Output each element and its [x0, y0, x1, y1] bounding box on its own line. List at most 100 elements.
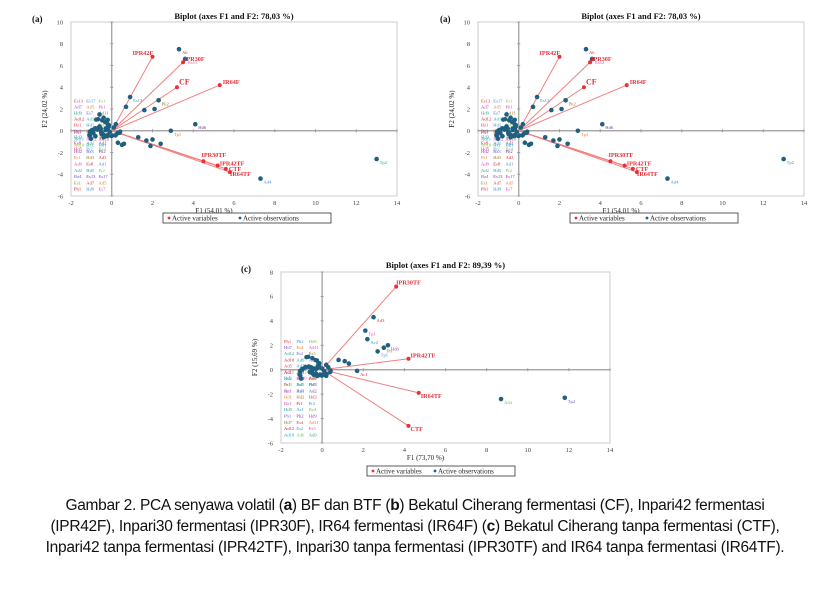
observation-label: Hd5: [284, 407, 293, 412]
observation-label: Es5: [309, 426, 317, 431]
observation-label: Ad11: [284, 369, 295, 374]
observation-label: Hd2: [99, 122, 108, 127]
observation-label: Ab: [589, 50, 595, 55]
legend-box: [162, 212, 332, 224]
variable-label: IR64F: [223, 79, 240, 86]
y-tick-label: 0: [60, 128, 63, 135]
legend-observation-marker: [238, 216, 242, 220]
observation-label: Hd1: [86, 122, 95, 127]
x-tick-label: 2: [558, 200, 561, 207]
observation-label: Ar1: [284, 388, 292, 393]
observation-label: Bz3: [493, 149, 501, 154]
observation-label: Ad11: [99, 110, 110, 115]
observation-point: [117, 129, 123, 134]
observation-point: [518, 125, 524, 130]
observation-label: Hd2: [74, 149, 83, 154]
observation-point: [88, 133, 93, 139]
y-tick-label: -2: [58, 150, 63, 157]
observation-label: Ad5: [493, 104, 502, 109]
x-tick-label: 2: [151, 200, 154, 207]
variable-vector: [322, 369, 419, 394]
x-tick-label: 10: [312, 200, 319, 207]
variable-label: IPR30TF: [201, 152, 226, 159]
x-tick-label: -2: [278, 447, 283, 454]
observation-label: Ad1: [284, 370, 293, 375]
y-tick-label: 0: [270, 367, 273, 374]
observation-label: Ph1: [284, 339, 292, 344]
observation-point: [313, 357, 318, 363]
observation-point: [111, 125, 117, 130]
observation-label: Ad11: [309, 345, 320, 350]
x-tick-label: 10: [719, 200, 726, 207]
legend-entry: Active observations: [650, 215, 706, 223]
observation-label: Ad10: [284, 357, 295, 362]
observation-point: [192, 121, 198, 127]
variable-label: IR64TF: [230, 171, 251, 178]
observation-point: [98, 126, 103, 131]
x-tick-label: 6: [232, 200, 236, 207]
observation-label: Hd2: [481, 149, 490, 154]
variable-point: [394, 284, 399, 289]
x-tick-label: 0: [110, 200, 113, 207]
observation-label: Bz1: [493, 143, 501, 148]
observation-label: Ph1: [481, 187, 489, 192]
observation-point: [555, 143, 560, 149]
observation-label: Pr1: [296, 401, 303, 406]
y-tick-label: 2: [270, 343, 273, 350]
observation-label: Tp1: [368, 332, 376, 337]
observation-label: Bz4: [74, 174, 82, 179]
observation-point: [300, 367, 305, 372]
x-axis-label: F1 (73,70 %): [407, 454, 445, 462]
observation-point: [512, 133, 518, 139]
observation-point: [105, 124, 111, 129]
observation-label: Ph2: [506, 149, 514, 154]
observation-label: Ad13: [86, 116, 97, 121]
observation-label: Bz3: [481, 128, 489, 133]
observation-label: Ad7: [296, 364, 305, 369]
observation-label: Ad11: [309, 420, 320, 425]
observation-label: Pr2: [506, 168, 513, 173]
observation-point: [121, 141, 127, 147]
chart-title: Biplot (axes F1 and F2: 89,39 %): [386, 260, 505, 270]
observation-point: [551, 138, 556, 143]
observation-point: [316, 373, 321, 378]
observation-point: [665, 176, 670, 181]
observation-label: Pr2: [493, 146, 500, 151]
y-tick-label: -2: [268, 391, 273, 398]
observation-label: Ad2: [309, 388, 318, 393]
legend-entry: Active variables: [579, 215, 625, 223]
observation-point: [497, 128, 502, 133]
observation-label: Tp1: [581, 132, 589, 137]
observation-label: Ad4: [504, 400, 513, 405]
observation-point: [575, 128, 581, 134]
y-tick-label: 0: [467, 128, 470, 135]
observation-label: Pr2: [86, 146, 93, 151]
y-tick-label: 10: [57, 19, 64, 26]
variable-label: CTF: [410, 426, 423, 433]
variable-label: IR64TF: [637, 171, 658, 178]
variable-vector: [321, 286, 397, 371]
observation-label: Ad12: [74, 116, 85, 121]
observation-point: [599, 121, 605, 127]
observation-point: [524, 129, 530, 134]
x-tick-label: 8: [485, 447, 488, 454]
plot-frame: [280, 271, 611, 444]
observation-label: Es1: [99, 98, 107, 103]
observation-label: Hd9: [481, 110, 490, 115]
observation-label: Es8: [86, 162, 94, 167]
observation-point: [507, 131, 512, 136]
observation-label: Ph2: [162, 101, 170, 106]
observation-point: [504, 112, 509, 117]
variable-point: [624, 83, 629, 88]
observation-label: Ad5: [506, 180, 515, 185]
observation-label: Bz4: [309, 407, 317, 412]
observation-point: [371, 314, 376, 320]
legend-box: [569, 212, 739, 224]
observation-point: [505, 126, 510, 131]
observation-label: Ad7: [481, 104, 490, 109]
observation-label: Es7: [86, 110, 94, 115]
observation-label: Tp2: [380, 160, 388, 165]
variable-label: IPR42TF: [220, 161, 245, 168]
observation-label: Hd5: [481, 146, 490, 151]
observation-label: Tp1: [381, 352, 389, 357]
